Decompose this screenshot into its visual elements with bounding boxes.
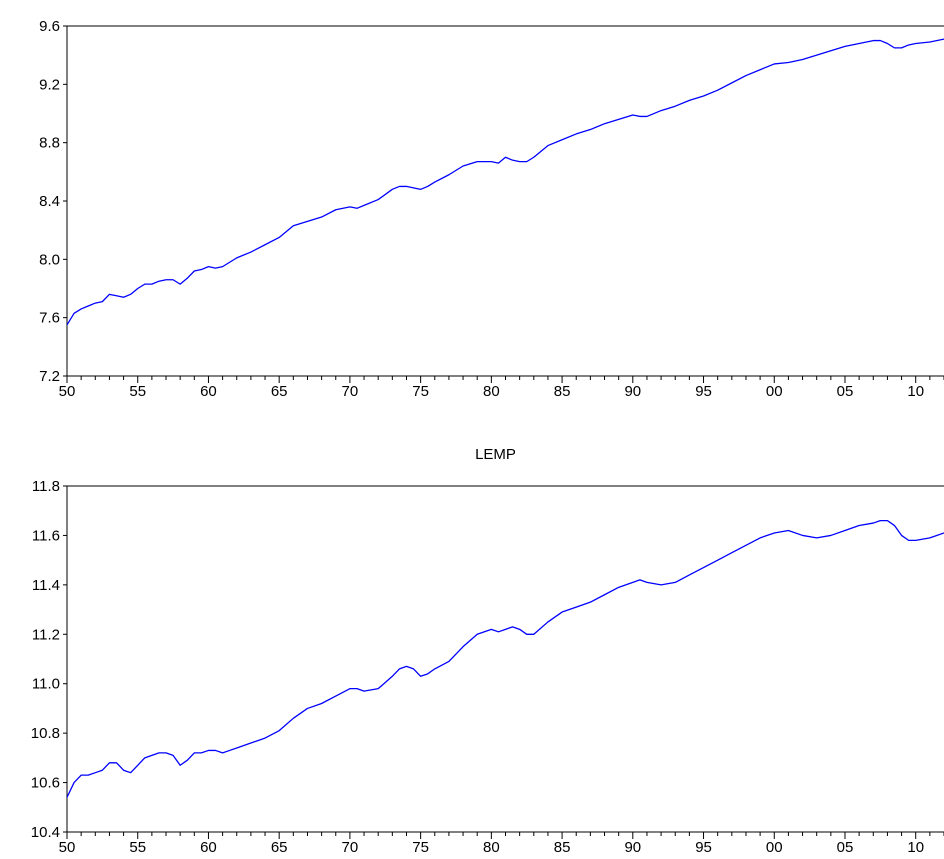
lemp-chart-y-tick-label: 10.8	[31, 725, 60, 742]
top-chart-x-tick-label: 75	[412, 383, 429, 400]
lemp-chart-y-tick-label: 11.4	[32, 577, 60, 594]
lemp-chart-x-tick-label: 65	[271, 839, 288, 856]
lemp-chart-y-tick-label: 10.4	[31, 824, 60, 841]
lemp-chart-y-tick-label: 11.2	[32, 626, 60, 643]
top-chart-y-tick-label: 7.6	[39, 310, 60, 327]
top-chart-x-tick-label: 85	[554, 383, 571, 400]
lemp-chart-y-tick-label: 10.6	[31, 775, 60, 792]
lemp-chart-y-tick-label: 11.0	[32, 676, 60, 693]
top-chart-y-tick-label: 7.2	[39, 368, 60, 385]
top-chart-x-tick-label: 70	[342, 383, 359, 400]
top-chart-series-line	[67, 38, 944, 326]
top-chart-x-tick-label: 55	[129, 383, 146, 400]
top-chart-y-tick-label: 8.8	[39, 135, 60, 152]
top-chart-x-tick-label: 65	[271, 383, 288, 400]
lemp-chart-x-tick-label: 60	[200, 839, 217, 856]
lemp-chart-x-tick-label: 10	[907, 839, 924, 856]
top-chart-y-tick-label: 8.0	[39, 251, 60, 268]
top-chart-panel: 7.2 7.6 8.0 8.4 8.8 9.2 9.6 50 55 60 65 70 75 80 85 90 9…	[39, 18, 944, 400]
top-chart-x-tick-label: 05	[837, 383, 854, 400]
top-chart-y-tick-label: 8.4	[39, 193, 60, 210]
top-chart-y-tick-label: 9.2	[39, 76, 60, 93]
lemp-chart-y-tick-label: 11.6	[32, 527, 60, 544]
lemp-chart-x-tick-label: 55	[129, 839, 146, 856]
lemp-chart-x-tick-label: 80	[483, 839, 500, 856]
lemp-chart-x-tick-label: 50	[59, 839, 76, 856]
lemp-chart-x-tick-label: 90	[624, 839, 641, 856]
lemp-chart-x-tick-label: 05	[837, 839, 854, 856]
top-chart-x-tick-label: 00	[766, 383, 783, 400]
lemp-chart-x-tick-label: 75	[412, 839, 429, 856]
lemp-chart-x-tick-label: 95	[695, 839, 712, 856]
lemp-chart-y-tick-label: 11.8	[32, 478, 60, 495]
top-chart-x-tick-label: 60	[200, 383, 217, 400]
top-chart-x-tick-label: 50	[59, 383, 76, 400]
lemp-chart-x-tick-label: 85	[554, 839, 571, 856]
top-chart-x-tick-label: 10	[907, 383, 924, 400]
lemp-chart-panel: LEMP 10.4 10.6 10.8 11.0 11.2 11.4 11.6 11.8 50 55…	[31, 446, 944, 856]
lemp-chart-title: LEMP	[475, 446, 516, 463]
lemp-chart-x-tick-label: 70	[342, 839, 359, 856]
top-chart-x-tick-label: 80	[483, 383, 500, 400]
lemp-chart-x-tick-label: 00	[766, 839, 783, 856]
top-chart-y-tick-label: 9.6	[39, 18, 60, 35]
top-chart-x-tick-label: 90	[624, 383, 641, 400]
top-chart-x-tick-label: 95	[695, 383, 712, 400]
lemp-chart-series-line	[67, 519, 944, 799]
